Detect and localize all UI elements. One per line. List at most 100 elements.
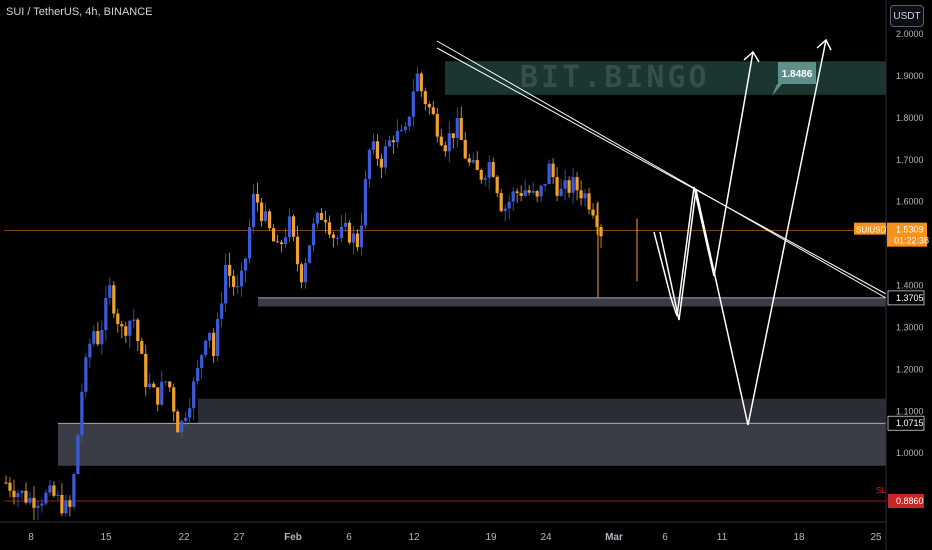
candle-body bbox=[60, 494, 64, 514]
candle-body bbox=[168, 381, 172, 388]
demand-price-value: 1.0715 bbox=[896, 418, 924, 428]
candle-body bbox=[491, 162, 495, 177]
demand-zone-lower bbox=[58, 423, 886, 466]
candle-body bbox=[180, 420, 184, 433]
y-tick-label: 1.0000 bbox=[896, 448, 924, 458]
candle-body bbox=[363, 178, 368, 226]
candles bbox=[4, 66, 638, 521]
candle-body bbox=[407, 116, 411, 127]
candle-body bbox=[208, 332, 212, 341]
candle-body bbox=[112, 285, 116, 314]
watermark-logo: BIT.BINGO bbox=[520, 60, 710, 95]
candle-body bbox=[479, 170, 483, 180]
candle-body bbox=[427, 104, 431, 108]
candle-body bbox=[76, 435, 80, 475]
candle-body bbox=[275, 241, 280, 243]
candle-body bbox=[523, 190, 527, 196]
candle-body bbox=[331, 234, 336, 239]
trendline bbox=[436, 40, 887, 299]
candle-body bbox=[271, 228, 276, 242]
countdown-timer: 01:22:38 bbox=[894, 236, 929, 246]
candle-body bbox=[32, 497, 36, 508]
candle-body bbox=[291, 216, 296, 237]
candle-body bbox=[148, 383, 152, 388]
candle-body bbox=[375, 141, 379, 159]
candle-body bbox=[447, 133, 451, 152]
candle-body bbox=[567, 180, 571, 193]
x-tick-label: 19 bbox=[485, 532, 497, 543]
candle-body bbox=[96, 331, 100, 345]
candle-body bbox=[423, 91, 427, 105]
candle-body bbox=[323, 219, 328, 223]
x-tick-label: 6 bbox=[346, 532, 352, 543]
candle-body bbox=[20, 490, 24, 494]
candle-body bbox=[196, 367, 200, 382]
y-tick-label: 1.4000 bbox=[896, 281, 924, 291]
demand-zone-upper bbox=[198, 398, 886, 424]
stop-loss-price-value: 0.8860 bbox=[896, 496, 924, 506]
candle-body bbox=[56, 494, 60, 496]
candle-body bbox=[251, 193, 256, 228]
candle-body bbox=[403, 126, 407, 130]
arrowhead-b bbox=[816, 38, 832, 51]
candle-body bbox=[463, 139, 467, 159]
support-resistance-zones bbox=[58, 61, 886, 466]
x-tick-label: 24 bbox=[540, 532, 552, 543]
candle-body bbox=[591, 209, 595, 216]
candle-body bbox=[136, 319, 140, 342]
currency-button[interactable]: USDT bbox=[890, 5, 924, 27]
candle-body bbox=[188, 408, 192, 418]
candle-body bbox=[595, 215, 599, 227]
candle-body bbox=[303, 262, 308, 283]
time-axis[interactable]: 8 15 22 27 Feb 6 12 19 24 Mar 6 11 18 25 bbox=[0, 521, 886, 543]
price-axis[interactable]: 2.00001.90001.80001.70001.60001.50001.40… bbox=[885, 0, 924, 550]
candle-body bbox=[483, 177, 487, 180]
candle-body bbox=[443, 145, 447, 152]
candle-body bbox=[120, 324, 124, 327]
candle-body bbox=[367, 149, 372, 179]
candle-body bbox=[487, 162, 491, 178]
trendline-upper bbox=[436, 40, 887, 299]
candle-body bbox=[287, 216, 292, 238]
candle-body bbox=[220, 303, 224, 319]
candle-body bbox=[355, 233, 360, 248]
candle-body bbox=[279, 242, 284, 245]
candle-body bbox=[204, 340, 208, 356]
candle-body bbox=[224, 264, 228, 304]
candle-body bbox=[240, 270, 244, 287]
candle-body bbox=[575, 177, 579, 191]
candle-body bbox=[192, 381, 196, 409]
candle-body bbox=[415, 73, 419, 92]
candle-body bbox=[387, 140, 391, 147]
candle-body bbox=[104, 297, 108, 330]
candle-body bbox=[64, 500, 68, 514]
candle-body bbox=[12, 490, 16, 498]
candle-body bbox=[299, 264, 304, 283]
current-price-value: 1.5309 bbox=[896, 225, 924, 235]
candle-body bbox=[359, 225, 364, 248]
candle-body bbox=[459, 118, 463, 140]
candle-body bbox=[48, 485, 52, 493]
target-badge-shape bbox=[772, 62, 816, 96]
x-tick-label: 25 bbox=[870, 532, 882, 543]
candle-body bbox=[515, 191, 519, 194]
candle-body bbox=[216, 318, 220, 357]
candle-body bbox=[72, 474, 76, 507]
candle-body bbox=[164, 381, 168, 383]
x-tick-label: Mar bbox=[605, 532, 623, 543]
stop-loss-price-tag bbox=[888, 493, 924, 508]
candle-body bbox=[335, 237, 340, 239]
candle-body bbox=[152, 383, 156, 388]
candle-body bbox=[156, 387, 160, 405]
candle-body bbox=[232, 275, 236, 287]
candle-body bbox=[527, 190, 531, 193]
projection-paths: 1.8486 bbox=[653, 38, 832, 426]
candle-body bbox=[399, 129, 403, 131]
arrowhead-a bbox=[743, 50, 760, 63]
support-price-value: 1.3705 bbox=[896, 293, 924, 303]
candle-body bbox=[88, 343, 92, 358]
candle-body bbox=[439, 136, 443, 146]
candle-body bbox=[559, 188, 563, 196]
demand-price-tag bbox=[887, 415, 925, 431]
